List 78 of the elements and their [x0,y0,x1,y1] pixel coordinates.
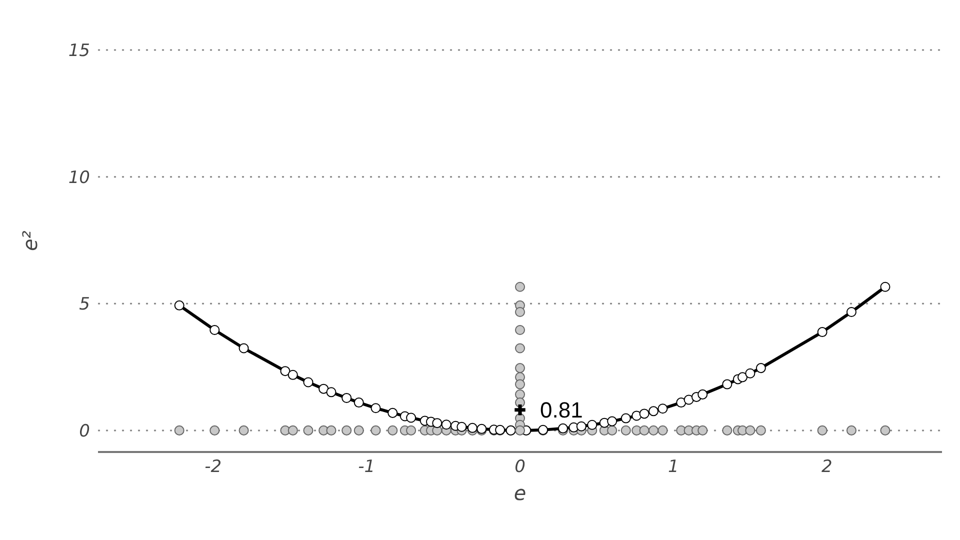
point [880,425,890,436]
point [756,363,766,374]
point [620,425,631,436]
x-tick-label: 2 [821,457,832,478]
point [514,343,526,354]
point [174,425,184,436]
x-tick-label: -1 [358,457,376,478]
point [456,422,467,432]
point [722,379,732,390]
point [406,425,416,436]
point [620,413,631,424]
point [174,300,184,310]
point [370,403,381,414]
point [745,425,756,436]
point [342,425,352,436]
point [514,282,526,292]
point [737,372,748,382]
point [467,422,478,433]
point [514,389,526,400]
x-tick-label: 1 [668,457,679,478]
y-tick-label: 5 [79,294,90,315]
point [210,325,220,336]
point [639,425,650,436]
y-tick-label: 15 [68,41,90,62]
point [288,425,298,436]
point [342,392,352,403]
point [817,425,828,436]
point [303,377,314,388]
point [326,425,336,436]
y-tick-label: 10 [68,168,90,188]
point [238,425,249,436]
point [514,325,526,336]
point [639,408,650,419]
point [648,425,659,436]
point [388,408,398,418]
point [846,425,856,436]
point [514,306,526,318]
point [658,425,668,436]
point [354,425,364,436]
point [846,306,856,318]
point [880,282,890,292]
point [576,421,586,432]
point [756,425,766,436]
annotation: 0.81 [540,398,583,423]
point [441,420,452,430]
point [303,425,314,436]
point [432,418,442,428]
point [318,384,329,394]
point [370,425,381,436]
point [698,389,708,400]
point [698,425,708,436]
point [514,379,526,390]
x-tick-label: 0 [514,457,526,478]
point [514,363,526,374]
x-tick-label: -2 [204,457,222,478]
point [388,425,398,436]
y-axis-title: e² [18,230,42,251]
point [326,387,336,398]
x-axis-title: e [514,481,526,505]
point [280,366,290,376]
point [587,420,598,430]
point [745,368,756,378]
point [722,425,732,436]
point [676,398,686,408]
point [607,425,618,436]
y-tick-label: 0 [79,421,90,442]
point [406,412,416,423]
point [607,416,618,426]
point [238,343,249,354]
point [648,406,659,416]
point [658,404,668,414]
point [288,370,298,380]
point [817,327,828,338]
point [684,394,694,405]
point [210,425,220,436]
point [514,404,526,416]
point [354,398,364,408]
point [514,425,526,436]
